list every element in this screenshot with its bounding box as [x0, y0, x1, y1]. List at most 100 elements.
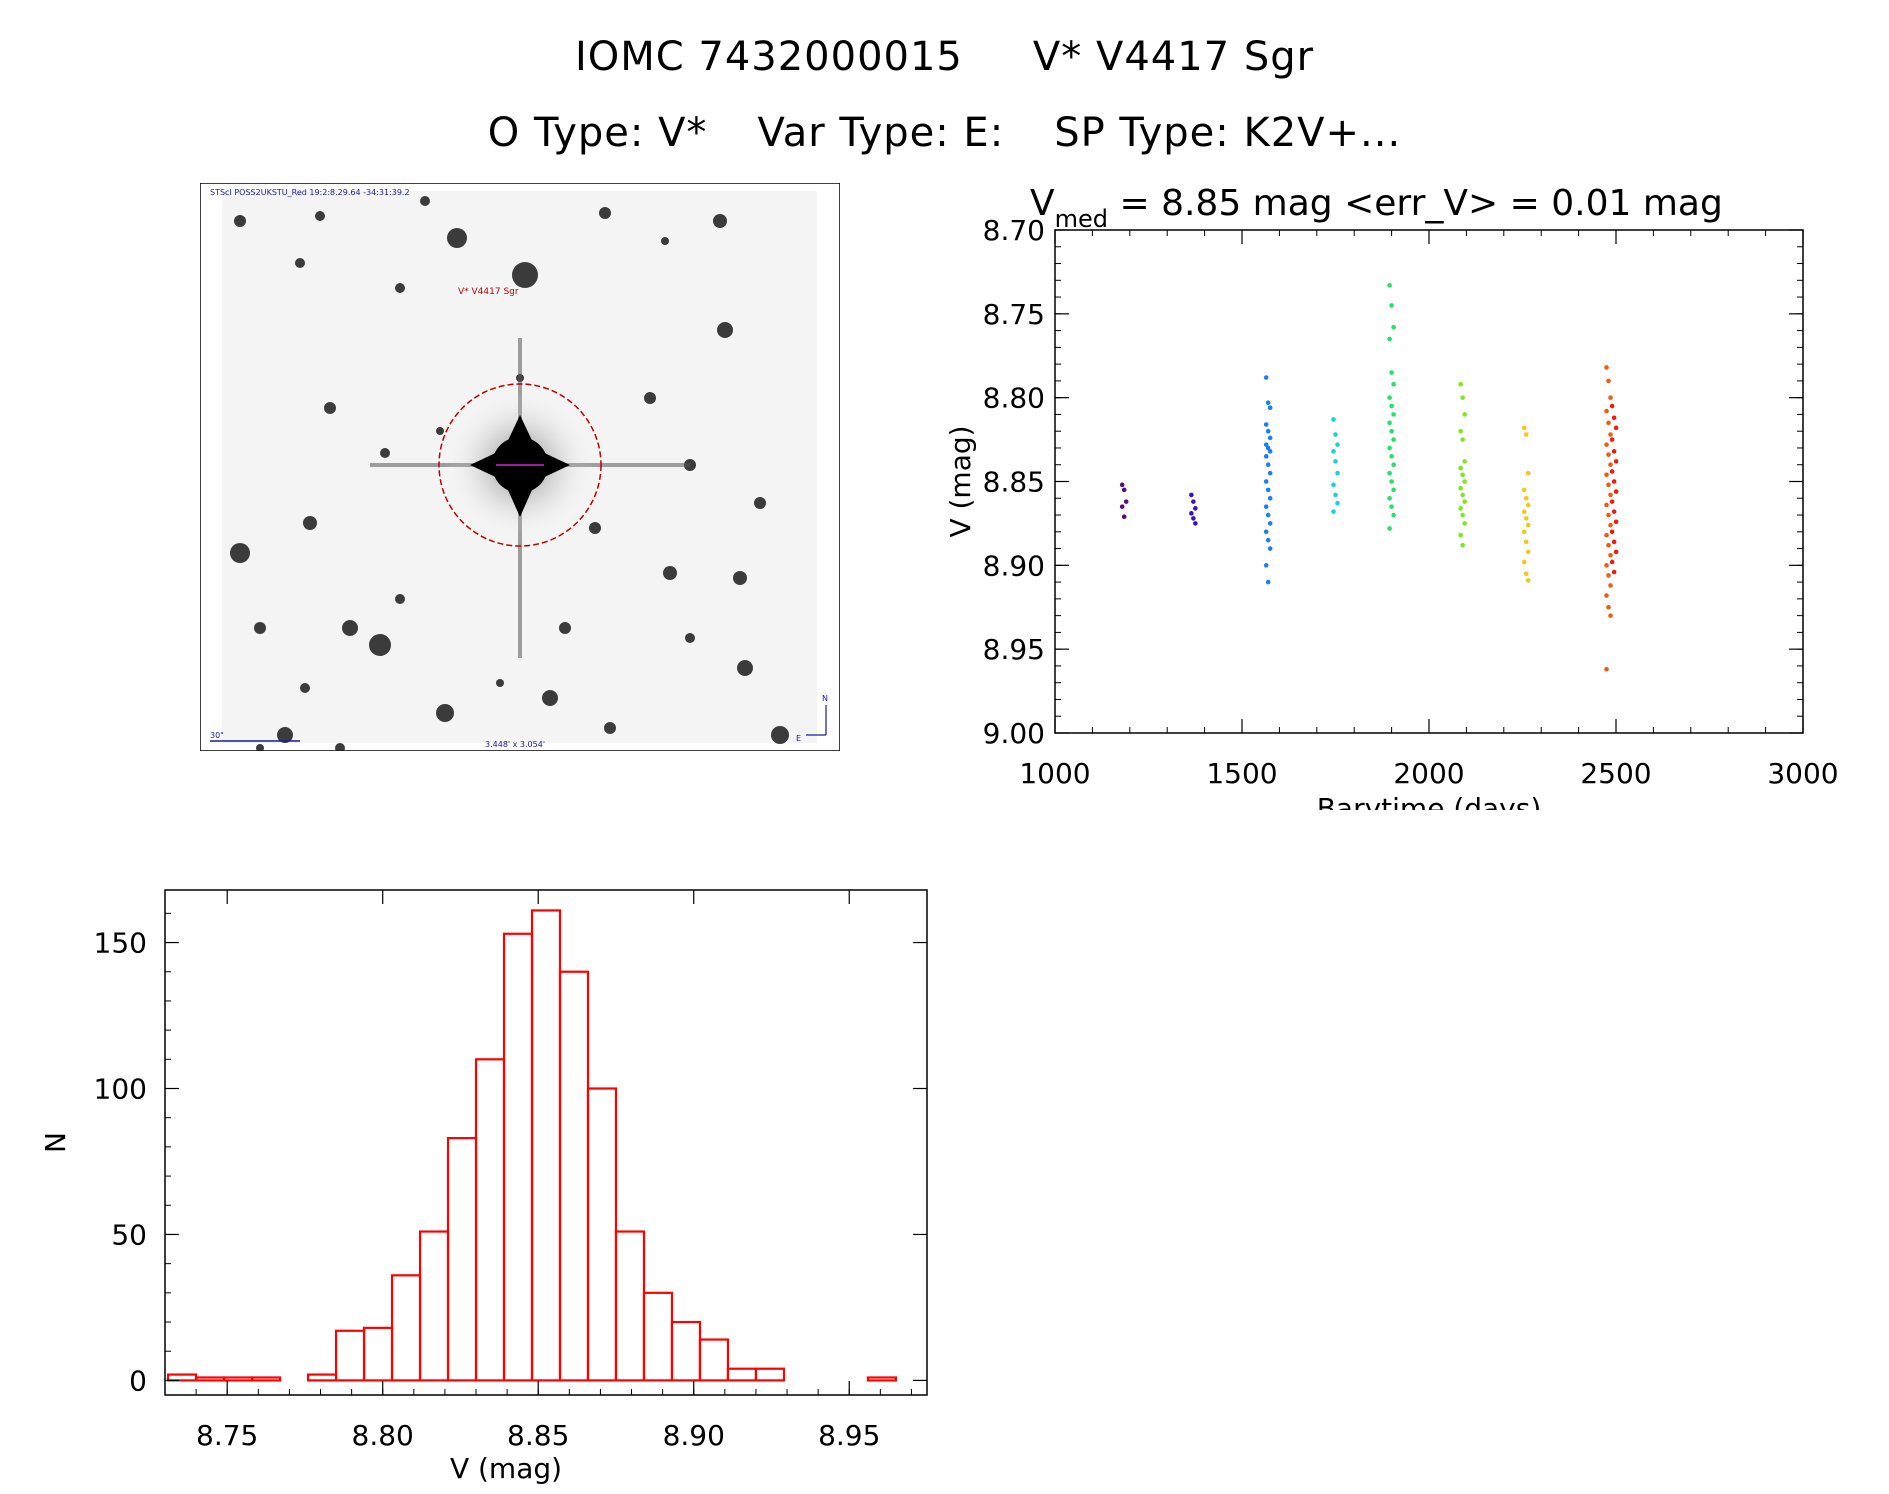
data-point — [1523, 495, 1529, 501]
data-point — [1387, 445, 1392, 451]
data-point — [1609, 469, 1615, 474]
y-tick-label: 8.75 — [983, 298, 1045, 331]
data-point — [1389, 454, 1394, 459]
data-point — [1333, 492, 1338, 498]
data-point — [1460, 492, 1465, 498]
data-point — [1267, 495, 1273, 501]
data-point — [1263, 529, 1269, 535]
histogram-bar — [698, 1338, 730, 1382]
data-point — [1521, 529, 1527, 535]
y-tick-label: 0 — [129, 1364, 147, 1397]
data-point — [1613, 459, 1619, 464]
size-label: 3.448' x 3.054' — [485, 740, 545, 749]
y-axis-label: V (mag) — [944, 425, 977, 537]
data-point — [1608, 583, 1613, 588]
histogram-bar — [586, 1087, 618, 1382]
data-point — [1331, 509, 1336, 514]
star-field — [230, 196, 789, 751]
data-point — [1523, 571, 1529, 577]
background-star — [256, 744, 264, 751]
background-star — [733, 571, 747, 585]
data-point — [1387, 283, 1392, 288]
data-point — [1606, 378, 1611, 384]
data-point — [1460, 472, 1465, 478]
data-point — [1267, 521, 1273, 526]
data-point — [1460, 542, 1465, 548]
data-point — [1525, 578, 1531, 583]
data-point — [1267, 435, 1273, 441]
data-point — [1609, 529, 1615, 535]
background-star — [436, 704, 454, 722]
data-point — [1333, 432, 1338, 437]
background-star — [599, 207, 611, 219]
plot-frame — [164, 889, 928, 1396]
data-point — [1193, 506, 1198, 511]
background-star — [754, 497, 766, 509]
data-point — [1613, 549, 1619, 555]
data-point — [1521, 509, 1527, 514]
background-star — [395, 283, 405, 293]
data-point — [1391, 512, 1396, 518]
data-point — [1606, 604, 1611, 610]
background-star — [254, 622, 266, 634]
background-star — [771, 726, 789, 744]
data-point — [1391, 324, 1396, 330]
histogram-bar — [614, 1230, 646, 1382]
data-point — [1604, 502, 1609, 508]
data-point — [1265, 445, 1271, 451]
histogram-chart: 0 50 100 150 8.75 8.80 8.85 8.90 8.95 V (mag) N — [40, 889, 928, 1485]
data-point — [1267, 470, 1273, 476]
data-point — [1462, 459, 1467, 464]
data-point — [1606, 573, 1611, 578]
data-point — [1265, 428, 1271, 434]
histogram-bar — [670, 1320, 702, 1382]
y-axis-label: N — [40, 1132, 72, 1153]
data-point — [1389, 403, 1394, 409]
x-axis-label: V (mag) — [450, 1452, 562, 1485]
data-point — [1525, 549, 1531, 555]
data-point — [1523, 539, 1529, 545]
data-point — [1458, 428, 1463, 434]
data-point — [1267, 405, 1273, 411]
y-tick-label: 150 — [94, 927, 147, 960]
sky-image: STScI POSS2UKSTU_Red 19:2:8.29.64 -34:31… — [200, 183, 840, 751]
data-point — [1608, 395, 1613, 400]
chart-title-line-2: O Type: V* Var Type: E: SP Type: K2V+... — [0, 110, 1889, 156]
x-tick-label: 8.80 — [352, 1419, 414, 1452]
y-tick-label: 8.95 — [983, 633, 1045, 666]
scale-label: 30" — [210, 731, 224, 740]
data-point — [1331, 417, 1336, 422]
data-point — [1611, 509, 1617, 514]
data-point — [1608, 432, 1613, 437]
data-point — [1525, 470, 1531, 476]
histogram-bar — [390, 1274, 422, 1382]
histogram-bar — [446, 1137, 478, 1382]
data-point — [1611, 415, 1617, 421]
data-point — [1333, 459, 1338, 464]
data-point — [1521, 425, 1527, 431]
data-point — [1604, 365, 1609, 370]
data-point — [1387, 336, 1392, 342]
histogram-bar — [474, 1058, 506, 1382]
data-point — [1608, 613, 1613, 618]
background-star — [342, 620, 358, 636]
data-point — [1265, 537, 1271, 543]
background-star — [737, 660, 753, 676]
background-star — [300, 683, 310, 693]
data-point — [1458, 465, 1463, 471]
data-point — [1604, 593, 1609, 598]
x-tick-label: 1500 — [1206, 757, 1277, 790]
data-point — [1523, 432, 1529, 437]
data-point — [1613, 489, 1619, 494]
data-point — [1267, 546, 1273, 551]
x-tick-label: 2500 — [1580, 757, 1651, 790]
data-point — [1391, 462, 1396, 468]
x-tick-label: 2000 — [1393, 757, 1464, 790]
data-point — [1265, 400, 1271, 405]
background-star — [685, 633, 695, 643]
data-point — [1460, 512, 1465, 518]
data-point — [1121, 514, 1127, 520]
data-point — [1608, 522, 1613, 528]
data-point — [1525, 502, 1531, 508]
x-tick-label: 1000 — [1019, 757, 1090, 790]
